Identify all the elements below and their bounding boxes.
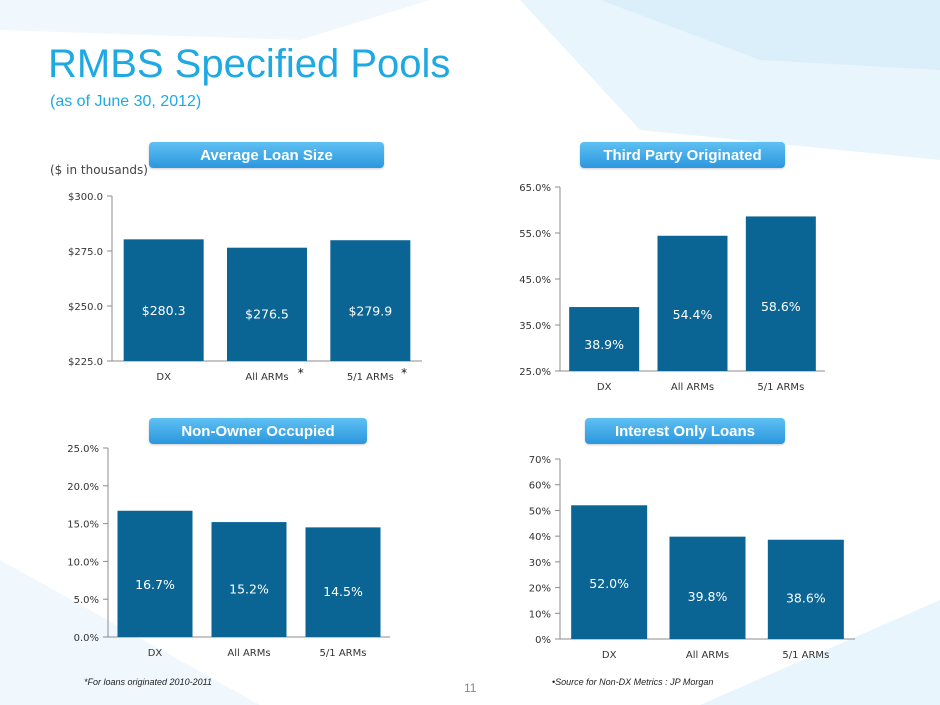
units-note: ($ in thousands) [50, 163, 148, 177]
page-number: 11 [464, 681, 477, 695]
non-owner-header: Non-Owner Occupied [149, 418, 367, 444]
slide-title: RMBS Specified Pools [48, 42, 451, 86]
footnote-right: •Source for Non-DX Metrics : JP Morgan [552, 677, 714, 687]
footnote-left: *For loans originated 2010-2011 [84, 677, 212, 687]
third-party-header: Third Party Originated [580, 142, 785, 168]
avg-loan-size-header: Average Loan Size [149, 142, 384, 168]
slide-subtitle: (as of June 30, 2012) [50, 93, 202, 110]
interest-only-header: Interest Only Loans [585, 418, 785, 444]
